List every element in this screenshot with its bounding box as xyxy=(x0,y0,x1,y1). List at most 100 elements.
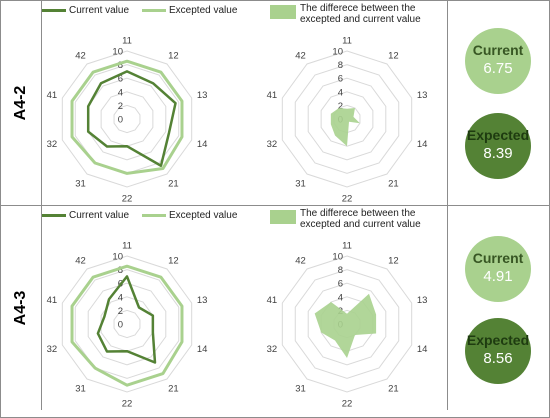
grid-ring xyxy=(113,309,141,339)
category-label: 14 xyxy=(197,139,208,150)
legend-expected-label: Excepted value xyxy=(169,5,238,16)
tick-label: 4 xyxy=(338,87,343,98)
category-label: 31 xyxy=(75,178,86,189)
grid-ring xyxy=(294,269,400,379)
category-label: 32 xyxy=(267,139,278,150)
tick-label: 0 xyxy=(118,320,123,331)
category-label: 13 xyxy=(197,295,208,306)
expected-score-value: 8.56 xyxy=(483,350,513,367)
row-label-cell: A4-3 xyxy=(0,206,42,410)
current-score-label: Current xyxy=(472,42,524,58)
category-label: 31 xyxy=(295,178,306,189)
category-label: 12 xyxy=(388,51,399,62)
category-label: 11 xyxy=(122,36,132,47)
category-label: 42 xyxy=(295,256,306,267)
charts-cell: Current value Excepted value The differe… xyxy=(42,1,448,205)
tick-label: 2 xyxy=(118,101,123,112)
legend-difference-swatch xyxy=(270,210,296,224)
legend-expected-label: Excepted value xyxy=(169,210,238,221)
summary-cell: Current 6.75 Expected 8.39 xyxy=(448,1,548,205)
category-label: 31 xyxy=(295,383,306,394)
category-label: 22 xyxy=(122,399,133,410)
row-label-cell: A4-2 xyxy=(0,1,42,205)
tick-label: 4 xyxy=(118,87,123,98)
grid-ring xyxy=(307,77,387,161)
tick-label: 8 xyxy=(118,60,123,71)
category-label: 42 xyxy=(75,51,86,62)
tick-label: 10 xyxy=(112,47,123,58)
category-label: 11 xyxy=(342,241,352,252)
legend-expected-swatch xyxy=(142,214,166,217)
category-label: 22 xyxy=(342,194,353,205)
tick-label: 0 xyxy=(118,115,123,126)
tick-label: 8 xyxy=(338,265,343,276)
summary-cell: Current 4.91 Expected 8.56 xyxy=(448,206,548,410)
tick-label: 8 xyxy=(338,60,343,71)
category-label: 11 xyxy=(122,241,132,252)
category-label: 14 xyxy=(417,139,428,150)
category-label: 31 xyxy=(75,383,86,394)
row-label: A4-2 xyxy=(11,85,29,121)
category-label: 21 xyxy=(388,178,399,189)
row-a4-3: A4-3 Current value Excepted value The di… xyxy=(0,206,548,410)
grid-ring xyxy=(61,255,193,393)
legend-current-label: Current value xyxy=(69,210,130,221)
tick-label: 8 xyxy=(118,265,123,276)
difference-area xyxy=(330,107,360,147)
expected-score-value: 8.39 xyxy=(483,145,513,162)
tick-label: 4 xyxy=(338,292,343,303)
category-label: 21 xyxy=(168,383,179,394)
legend-expected: Excepted value xyxy=(142,210,237,221)
category-label: 12 xyxy=(388,256,399,267)
expected-score-circle: Expected 8.56 xyxy=(465,318,531,384)
category-label: 41 xyxy=(267,90,278,101)
current-score-circle: Current 6.75 xyxy=(465,28,531,94)
legend-expected: Excepted value xyxy=(142,5,237,16)
category-label: 32 xyxy=(267,344,278,355)
tick-label: 6 xyxy=(338,279,343,290)
legend-current-label: Current value xyxy=(69,5,130,16)
difference-area xyxy=(314,293,377,358)
tick-label: 10 xyxy=(112,252,123,263)
category-label: 32 xyxy=(47,344,58,355)
grid-ring xyxy=(100,296,154,352)
legend-difference-label: The differece between the excepted and cu… xyxy=(300,3,421,25)
category-label: 12 xyxy=(168,51,179,62)
category-label: 42 xyxy=(75,256,86,267)
category-label: 14 xyxy=(197,344,208,355)
grid-ring xyxy=(61,50,193,188)
expected-series-line xyxy=(70,264,184,387)
grid-ring xyxy=(113,104,141,134)
expected-score-label: Expected xyxy=(466,332,530,348)
row-a4-2: A4-2 Current value Excepted value The di… xyxy=(0,1,548,205)
row-divider xyxy=(0,205,549,206)
grid-ring xyxy=(281,50,413,188)
tick-label: 2 xyxy=(118,306,123,317)
category-label: 41 xyxy=(267,295,278,306)
category-label: 13 xyxy=(417,90,428,101)
current-score-value: 4.91 xyxy=(483,268,513,285)
tick-label: 6 xyxy=(118,74,123,85)
legend-current-swatch xyxy=(42,214,66,217)
legend-difference-swatch xyxy=(270,5,296,19)
category-label: 32 xyxy=(47,139,58,150)
tick-label: 2 xyxy=(338,101,343,112)
row-label: A4-3 xyxy=(11,290,29,326)
category-label: 41 xyxy=(47,90,58,101)
category-label: 12 xyxy=(168,256,179,267)
grid-ring xyxy=(307,282,387,366)
legend-difference-label: The differece between the excepted and cu… xyxy=(300,208,421,230)
category-label: 11 xyxy=(342,36,352,47)
grid-ring xyxy=(74,269,180,379)
expected-series-line xyxy=(70,59,184,175)
category-label: 22 xyxy=(122,194,133,205)
legend-expected-swatch xyxy=(142,9,166,12)
current-score-label: Current xyxy=(472,250,524,266)
current-series-line xyxy=(96,275,157,364)
expected-score-circle: Expected 8.39 xyxy=(465,113,531,179)
charts-cell: Current value Excepted value The differe… xyxy=(42,206,448,410)
